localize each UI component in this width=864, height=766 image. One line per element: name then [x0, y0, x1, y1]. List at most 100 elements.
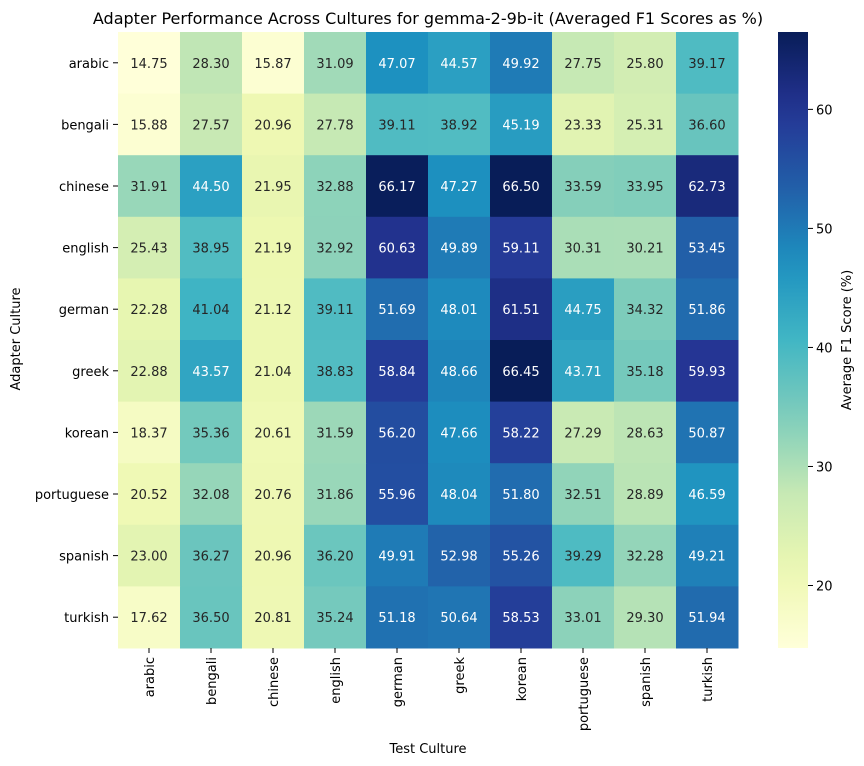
cell-value-label: 21.95: [254, 180, 291, 195]
cell-value-label: 51.94: [688, 611, 725, 626]
heatmap-cell: [118, 216, 181, 279]
heatmap-cell: [676, 32, 739, 95]
cell-value-label: 20.81: [254, 611, 291, 626]
x-axis-ticks: arabic bengali chinese english german greek ko…: [143, 648, 716, 731]
cell-value-label: 28.30: [192, 57, 229, 72]
cell-value-label: 51.86: [688, 303, 725, 318]
cell-value-label: 35.18: [626, 365, 663, 380]
cell-value-label: 23.00: [130, 550, 167, 565]
y-tick-label: turkish: [64, 611, 109, 626]
cell-value-label: 22.88: [130, 365, 167, 380]
heatmap-cell: [676, 586, 739, 649]
heatmap-cell: [118, 463, 181, 526]
cell-value-label: 59.93: [688, 365, 725, 380]
heatmap-cell: [490, 155, 553, 218]
heatmap-cell: [118, 401, 181, 464]
heatmap-cell: [490, 524, 553, 587]
heatmap-cell: [304, 278, 367, 341]
heatmap-cell: [552, 155, 615, 218]
heatmap-cell: [614, 93, 677, 156]
cell-value-label: 50.64: [440, 611, 477, 626]
heatmap-cell: [180, 586, 243, 649]
heatmap-cell: [242, 340, 305, 403]
heatmap-cell: [428, 93, 491, 156]
cell-value-label: 44.50: [192, 180, 229, 195]
heatmap-cell: [242, 524, 305, 587]
heatmap-cell: [118, 524, 181, 587]
heatmap-cell: [614, 586, 677, 649]
cell-value-label: 60.63: [378, 242, 415, 257]
cell-value-label: 21.12: [254, 303, 291, 318]
heatmap-cell: [242, 463, 305, 526]
colorbar-ticks: 20 30 40 50 60: [808, 103, 833, 595]
heatmap-cell: [428, 586, 491, 649]
cell-value-label: 30.21: [626, 242, 663, 257]
heatmap-cell: [304, 401, 367, 464]
heatmap-cell: [118, 93, 181, 156]
cell-value-label: 21.19: [254, 242, 291, 257]
cell-value-label: 36.60: [688, 118, 725, 133]
cell-value-label: 34.32: [626, 303, 663, 318]
heatmap-cell: [614, 155, 677, 218]
heatmap-cell: [304, 340, 367, 403]
heatmap-cell: [676, 216, 739, 279]
cell-value-label: 44.57: [440, 57, 477, 72]
heatmap-cell: [552, 524, 615, 587]
cell-value-label: 51.69: [378, 303, 415, 318]
heatmap-cell: [676, 155, 739, 218]
cell-value-label: 32.28: [626, 550, 663, 565]
cell-value-label: 32.88: [316, 180, 353, 195]
y-tick-label: spanish: [59, 550, 109, 565]
cell-value-label: 59.11: [502, 242, 539, 257]
heatmap-cell: [490, 278, 553, 341]
cell-value-label: 66.45: [502, 365, 539, 380]
heatmap-cell: [242, 216, 305, 279]
heatmap-cell: [552, 401, 615, 464]
heatmap-cell: [118, 32, 181, 95]
heatmap-cell: [366, 463, 429, 526]
colorbar-tick-label: 50: [816, 222, 833, 237]
cell-value-label: 20.52: [130, 488, 167, 503]
heatmap-cell: [490, 340, 553, 403]
chart-title: Adapter Performance Across Cultures for …: [93, 9, 763, 28]
cell-value-label: 51.80: [502, 488, 539, 503]
heatmap-cell: [242, 401, 305, 464]
cell-value-label: 44.75: [564, 303, 601, 318]
heatmap-cell: [304, 463, 367, 526]
cell-value-label: 38.83: [316, 365, 353, 380]
heatmap-cell: [118, 155, 181, 218]
x-tick-label: turkish: [701, 657, 716, 702]
cell-value-label: 48.04: [440, 488, 477, 503]
cell-value-label: 20.96: [254, 118, 291, 133]
heatmap-cell: [676, 401, 739, 464]
cell-value-label: 27.78: [316, 118, 353, 133]
cell-value-label: 43.57: [192, 365, 229, 380]
cell-value-label: 38.95: [192, 242, 229, 257]
cell-value-label: 29.30: [626, 611, 663, 626]
cell-value-label: 25.80: [626, 57, 663, 72]
cell-value-label: 47.07: [378, 57, 415, 72]
x-axis-label: Test Culture: [388, 742, 466, 757]
heatmap-cell: [180, 524, 243, 587]
cell-value-label: 35.24: [316, 611, 353, 626]
heatmap-cell: [304, 216, 367, 279]
colorbar-tick-label: 30: [816, 460, 833, 475]
heatmap-cell: [118, 586, 181, 649]
cell-value-label: 31.09: [316, 57, 353, 72]
heatmap-cell: [304, 32, 367, 95]
cell-value-label: 28.63: [626, 426, 663, 441]
cell-value-label: 55.96: [378, 488, 415, 503]
heatmap-cell: [490, 93, 553, 156]
heatmap-cell: [676, 463, 739, 526]
heatmap-cell: [552, 340, 615, 403]
heatmap-cell: [428, 340, 491, 403]
heatmap-cell: [552, 93, 615, 156]
heatmap-cell: [180, 155, 243, 218]
cell-value-label: 49.92: [502, 57, 539, 72]
heatmap-cell: [242, 32, 305, 95]
x-tick-label: german: [391, 657, 406, 707]
heatmap-cell: [428, 155, 491, 218]
cell-value-label: 48.66: [440, 365, 477, 380]
heatmap-cell: [552, 278, 615, 341]
heatmap-cell: [118, 278, 181, 341]
